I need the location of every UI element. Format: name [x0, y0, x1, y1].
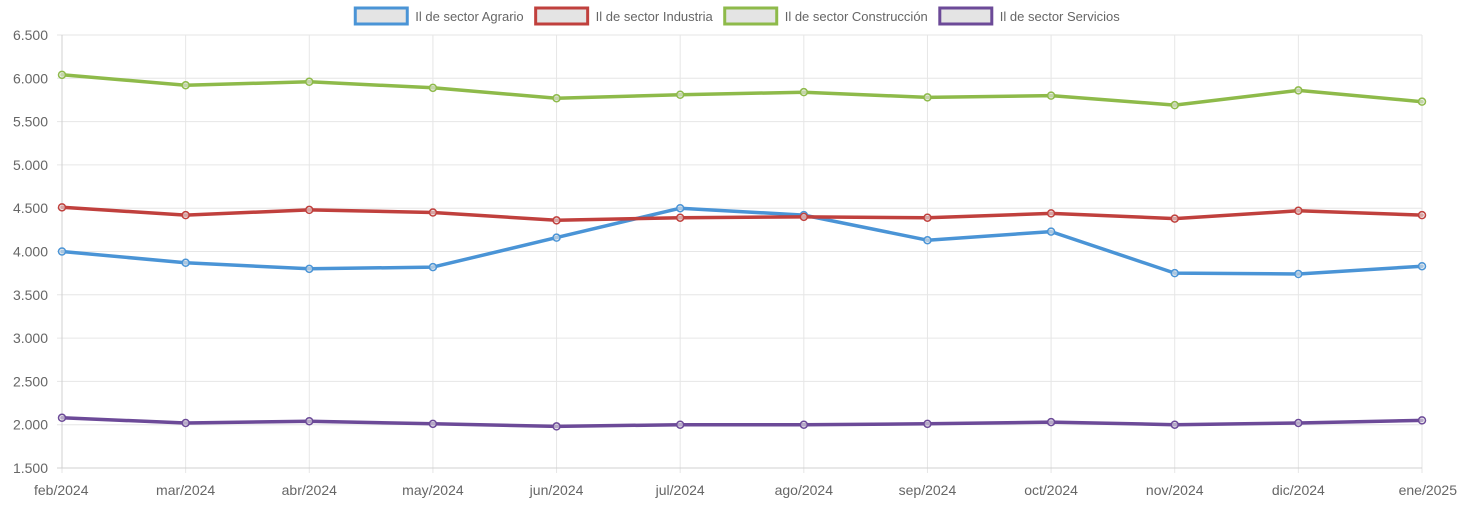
data-point: [1417, 97, 1427, 106]
data-point: [552, 216, 561, 225]
data-point: [305, 416, 314, 426]
x-tick-label: sep/2024: [899, 482, 957, 498]
series-layer: [57, 70, 1427, 431]
data-point: [57, 247, 67, 256]
series-3: [57, 70, 1427, 110]
y-tick-label: 6.000: [13, 70, 48, 86]
series-line: [60, 206, 1424, 276]
x-tick-label: may/2024: [402, 482, 464, 498]
x-tick-label: ago/2024: [775, 482, 834, 498]
data-point: [57, 70, 67, 80]
data-point: [181, 418, 190, 428]
data-point: [1170, 420, 1179, 429]
x-axis: feb/2024 mar/2024 abr/2024 may/2024 jun/2024…: [34, 482, 1457, 498]
data-point: [1294, 86, 1303, 95]
x-tick-label: ene/2025: [1399, 482, 1458, 498]
data-point: [675, 203, 685, 213]
data-point: [428, 83, 438, 93]
legend-item: Il de sector Industria: [534, 6, 714, 26]
data-point: [1170, 214, 1179, 223]
series-line: [60, 205, 1424, 223]
data-point: [181, 258, 190, 268]
data-point: [1170, 100, 1179, 110]
y-tick-label: 3.000: [13, 330, 48, 346]
x-tick-label: feb/2024: [34, 482, 89, 498]
data-point: [923, 419, 932, 429]
x-tick-label: dic/2024: [1272, 482, 1325, 498]
data-point: [1294, 269, 1303, 279]
legend-label: Il de sector Servicios: [1000, 9, 1120, 24]
legend: Il de sector Agrario Il de sector Industr…: [353, 6, 1120, 26]
series-line: [60, 73, 1424, 107]
series-2: [57, 203, 1427, 225]
legend-swatch: [353, 6, 409, 26]
x-tick-label: nov/2024: [1146, 482, 1204, 498]
legend-label: Il de sector Construcción: [785, 9, 928, 24]
data-point: [675, 420, 685, 429]
y-tick-label: 2.500: [13, 373, 48, 389]
x-tick-label: jul/2024: [655, 482, 705, 498]
data-point: [57, 413, 67, 423]
data-point: [923, 235, 932, 245]
legend-swatch: [723, 6, 779, 26]
data-point: [1417, 210, 1427, 220]
x-tick-label: oct/2024: [1024, 482, 1078, 498]
grid: [57, 34, 1423, 473]
data-point: [923, 93, 932, 102]
data-point: [305, 264, 314, 274]
y-tick-label: 1.500: [13, 460, 48, 476]
y-tick-label: 3.500: [13, 287, 48, 303]
data-point: [428, 262, 438, 272]
data-point: [1046, 417, 1056, 427]
legend-label: Il de sector Agrario: [415, 9, 523, 24]
data-point: [305, 77, 314, 87]
data-point: [552, 233, 561, 242]
y-axis: 1.500 2.000 2.500 3.000 3.500 4.000 4.500 5.000…: [13, 27, 48, 476]
y-tick-label: 4.500: [13, 200, 48, 216]
x-tick-label: jun/2024: [529, 482, 584, 498]
data-point: [675, 213, 685, 222]
data-point: [181, 210, 190, 220]
data-point: [305, 205, 314, 215]
data-point: [1294, 206, 1303, 216]
data-point: [1294, 418, 1303, 428]
data-point: [428, 208, 438, 217]
legend-item: Il de sector Construcción: [723, 6, 928, 26]
data-point: [428, 419, 438, 429]
data-point: [1046, 91, 1056, 100]
series-line: [60, 416, 1424, 429]
data-point: [675, 90, 685, 100]
data-point: [552, 93, 561, 103]
legend-item: Il de sector Agrario: [353, 6, 524, 26]
data-point: [1417, 416, 1427, 425]
data-point: [1046, 227, 1056, 236]
data-point: [799, 212, 809, 222]
y-tick-label: 6.500: [13, 27, 48, 43]
data-point: [1046, 209, 1056, 218]
y-tick-label: 5.000: [13, 157, 48, 173]
y-tick-label: 2.000: [13, 417, 48, 433]
legend-swatch: [534, 6, 590, 26]
y-tick-label: 5.500: [13, 114, 48, 130]
x-tick-label: abr/2024: [282, 482, 337, 498]
legend-label: Il de sector Industria: [596, 9, 714, 24]
legend-item: Il de sector Servicios: [938, 6, 1120, 26]
y-tick-label: 4.000: [13, 244, 48, 260]
data-point: [799, 420, 809, 429]
data-point: [923, 213, 932, 222]
data-point: [1417, 261, 1427, 271]
data-point: [799, 87, 809, 97]
data-point: [181, 80, 190, 90]
x-tick-label: mar/2024: [156, 482, 215, 498]
data-point: [552, 422, 561, 431]
series-4: [57, 413, 1427, 431]
legend-swatch: [938, 6, 994, 26]
data-point: [1170, 268, 1179, 278]
data-point: [57, 203, 67, 212]
